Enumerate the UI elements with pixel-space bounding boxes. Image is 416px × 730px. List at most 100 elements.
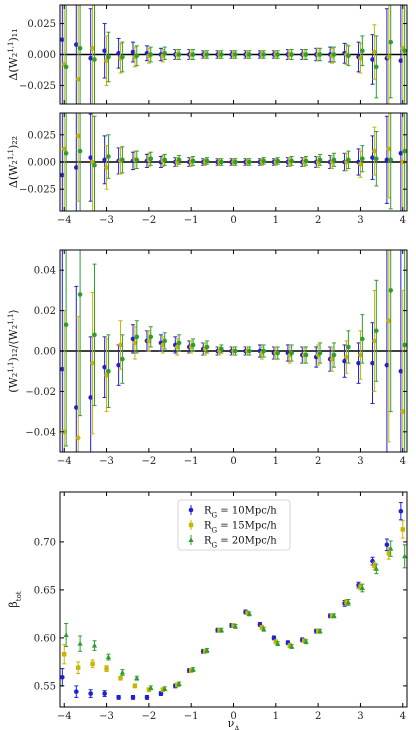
data-point xyxy=(360,48,365,54)
data-point xyxy=(102,691,107,696)
data-point xyxy=(261,626,267,632)
data-point xyxy=(331,352,337,358)
data-point xyxy=(73,42,79,47)
data-point xyxy=(104,666,109,671)
data-point xyxy=(384,157,390,163)
y-tick-label: −0.025 xyxy=(19,81,56,92)
data-point xyxy=(289,350,294,356)
data-point xyxy=(374,156,379,162)
data-point xyxy=(287,643,292,648)
data-point xyxy=(75,665,81,670)
data-point xyxy=(75,133,81,139)
data-point xyxy=(301,638,307,643)
data-point xyxy=(317,628,323,634)
data-point xyxy=(158,691,164,696)
data-point xyxy=(120,356,125,362)
series-s20 xyxy=(63,5,407,104)
data-point xyxy=(132,683,138,689)
data-point xyxy=(77,292,83,297)
x-tick-label: 2 xyxy=(315,711,321,722)
legend: RG = 10Mpc/hRG = 15Mpc/hRG = 20Mpc/h xyxy=(177,499,291,551)
x-tick-label: 2 xyxy=(315,215,321,226)
data-point xyxy=(303,638,309,644)
data-point xyxy=(271,635,277,641)
data-point xyxy=(63,64,69,70)
data-point xyxy=(75,76,81,82)
data-point xyxy=(190,52,196,57)
data-point xyxy=(88,155,93,160)
data-point xyxy=(91,642,98,648)
x-tick-label: −3 xyxy=(99,456,114,467)
data-point xyxy=(190,158,196,164)
panel-3: −0.04 −0.02 0.00 0.02 0.04 −4 −3 −2 −1 0 1 2 3 4 (W₂1,… xyxy=(7,249,408,467)
plot-area xyxy=(60,5,407,104)
data-point xyxy=(345,599,351,605)
data-point xyxy=(275,350,281,356)
data-point xyxy=(134,53,140,59)
plot-area xyxy=(60,113,407,211)
data-point xyxy=(400,159,406,165)
data-point xyxy=(217,628,222,633)
series-s10 xyxy=(60,250,404,452)
data-point xyxy=(162,50,168,56)
data-point xyxy=(219,346,224,352)
data-point xyxy=(388,157,394,163)
y-axis-label: Δ(W₂1,1)₁₁ xyxy=(7,28,20,80)
data-point xyxy=(120,54,125,60)
data-point xyxy=(386,54,392,60)
data-point xyxy=(88,55,93,61)
data-point xyxy=(160,342,166,348)
data-point xyxy=(329,356,335,362)
data-point xyxy=(120,157,125,163)
data-point xyxy=(247,52,252,57)
data-point xyxy=(116,50,121,56)
data-point xyxy=(317,52,323,57)
data-point xyxy=(358,161,363,167)
data-point xyxy=(62,652,67,657)
data-point xyxy=(106,54,111,60)
y-tick-label: 0.02 xyxy=(34,306,56,317)
data-point xyxy=(61,146,67,152)
legend-box xyxy=(177,499,291,551)
x-tick-label: 3 xyxy=(357,711,363,722)
x-tick-label: 4 xyxy=(400,711,406,722)
data-point xyxy=(162,157,168,163)
x-tick-label: 4 xyxy=(400,215,406,226)
x-tick-label: 0 xyxy=(230,456,236,467)
data-point xyxy=(261,348,267,354)
x-tick-label: 3 xyxy=(357,456,363,467)
x-tick-label: −2 xyxy=(141,711,156,722)
x-tick-label: −2 xyxy=(141,215,156,226)
data-point xyxy=(331,52,337,57)
data-point xyxy=(104,165,109,170)
data-point xyxy=(176,340,182,346)
data-point xyxy=(261,158,267,164)
data-point xyxy=(60,172,65,178)
data-point xyxy=(374,328,379,334)
data-point xyxy=(331,613,337,618)
x-tick-label: 0 xyxy=(230,215,236,226)
data-point xyxy=(289,158,294,164)
x-axis-label: νA xyxy=(228,717,241,730)
data-point xyxy=(388,288,394,293)
data-point xyxy=(370,155,375,160)
data-point xyxy=(303,352,309,358)
plot-area xyxy=(60,502,407,700)
data-point xyxy=(176,681,182,686)
data-point xyxy=(219,52,224,57)
data-point xyxy=(373,565,379,571)
data-point xyxy=(134,675,140,681)
data-point xyxy=(245,610,250,616)
y-tick-label: −0.02 xyxy=(25,387,56,398)
data-point xyxy=(63,632,69,638)
data-point xyxy=(386,551,392,556)
data-point xyxy=(384,362,390,368)
data-point xyxy=(303,52,309,57)
x-tick-label: −4 xyxy=(57,711,72,722)
data-point xyxy=(63,322,69,328)
data-point xyxy=(60,674,65,680)
data-point xyxy=(402,48,407,54)
data-point xyxy=(402,342,407,348)
data-point xyxy=(360,336,365,342)
data-point xyxy=(130,695,136,700)
